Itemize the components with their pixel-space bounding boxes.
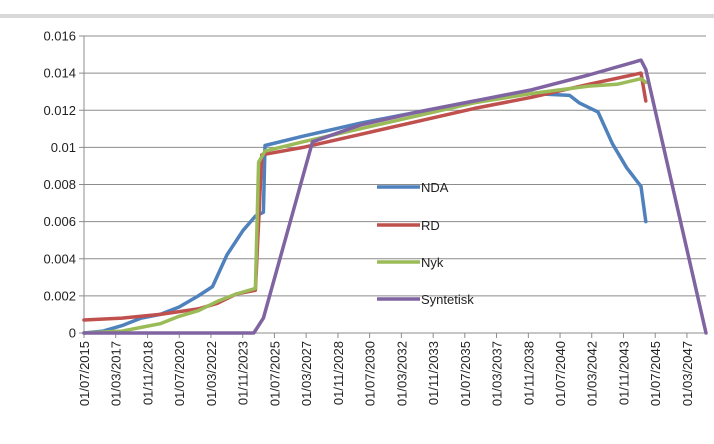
legend-label-nda: NDA	[421, 180, 449, 195]
series-line-nyk	[82, 76, 648, 335]
y-tick-label: 0.016	[43, 29, 76, 44]
x-tick-label: 01/07/2025	[267, 341, 282, 406]
x-tick-label: 01/03/2017	[109, 341, 124, 406]
x-tick-label: 01/11/2038	[521, 341, 536, 405]
x-tick-label: 01/03/2022	[204, 341, 219, 406]
x-tick-label: 01/11/2033	[426, 341, 441, 405]
x-tick-label: 01/11/2028	[331, 341, 346, 405]
top-band	[0, 0, 714, 18]
x-tick-label: 01/03/2042	[585, 341, 600, 406]
series-lines	[82, 58, 708, 335]
y-tick-label: 0.002	[43, 288, 76, 303]
y-tick-label: 0.01	[51, 140, 76, 155]
y-tick-label: 0.014	[43, 66, 76, 81]
x-tick-label: 01/07/2040	[553, 341, 568, 406]
x-tick-label: 01/03/2027	[299, 341, 314, 406]
legend-label-nyk: Nyk	[421, 255, 444, 270]
x-tick-label: 01/11/2043	[617, 341, 632, 405]
y-tick-label: 0.004	[43, 251, 76, 266]
x-tick-label: 01/07/2035	[458, 341, 473, 406]
y-tick-label: 0	[69, 326, 76, 341]
series-line-syntetisk	[82, 58, 708, 335]
x-tick-label: 01/11/2018	[141, 341, 156, 405]
x-tick-label: 01/03/2037	[490, 341, 505, 406]
legend-label-rd: RD	[421, 218, 440, 233]
y-tick-label: 0.012	[43, 103, 76, 118]
legend: NDA RD Nyk Syntetisk	[377, 180, 474, 307]
x-tick-label: 01/11/2023	[236, 341, 251, 405]
gridlines	[84, 35, 706, 297]
legend-label-syntetisk: Syntetisk	[421, 292, 474, 307]
x-axis-ticks: 01/07/2015 01/03/2017 01/11/2018 01/07/2020…	[77, 333, 695, 406]
x-tick-label: 01/07/2045	[648, 341, 663, 406]
y-axis-ticks: 0 0.002 0.004 0.006 0.008 0.01 0.012 0.014 0.016	[43, 29, 84, 341]
x-tick-label: 01/07/2015	[77, 341, 92, 406]
plot-background	[0, 18, 714, 444]
x-tick-label: 01/03/2032	[394, 341, 409, 406]
x-tick-label: 01/07/2020	[172, 341, 187, 406]
y-tick-label: 0.006	[43, 214, 76, 229]
y-tick-label: 0.008	[43, 177, 76, 192]
x-tick-label: 01/07/2030	[363, 341, 378, 406]
x-tick-label: 01/03/2047	[680, 341, 695, 406]
